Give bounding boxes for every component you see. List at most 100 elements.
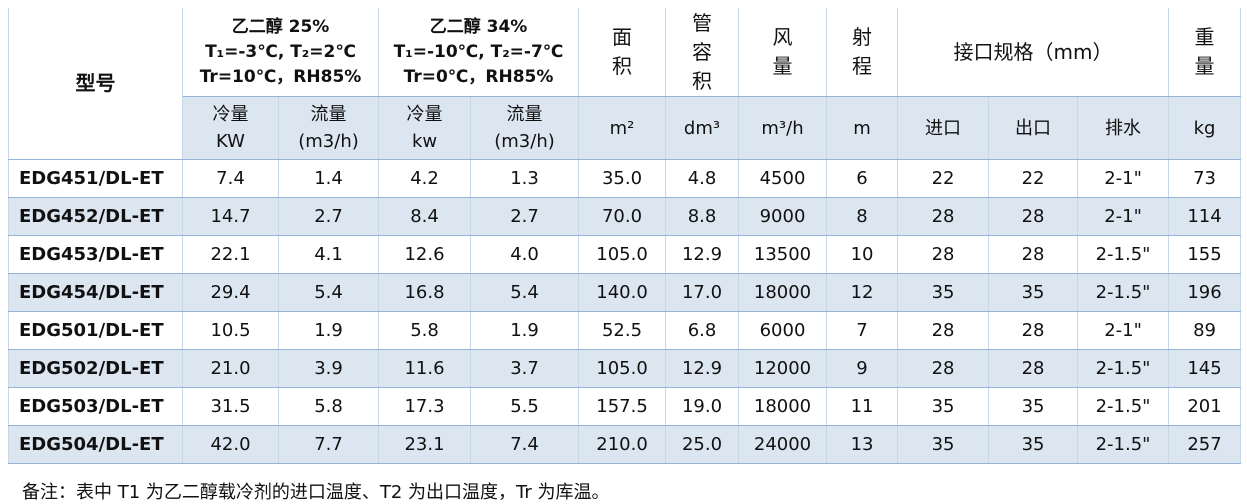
unit-cell: 排水 <box>1077 96 1170 160</box>
cell: 73 <box>1168 159 1242 198</box>
unit-cell: kg <box>1168 96 1242 160</box>
cell: 6000 <box>738 311 828 350</box>
cell: 105.0 <box>578 349 667 388</box>
cell: 2-1.5" <box>1077 349 1170 388</box>
cell: EDG501/DL-ET <box>8 311 183 350</box>
cell: 23.1 <box>378 425 472 464</box>
cell: 89 <box>1168 311 1242 350</box>
data-row: EDG453/DL-ET 22.1 4.1 12.6 4.0 105.0 12.9 13500… <box>8 235 1242 274</box>
cell: 7.4 <box>470 425 580 464</box>
cell: 6.8 <box>665 311 740 350</box>
cell: 12.9 <box>665 235 740 274</box>
cell: 8.8 <box>665 197 740 236</box>
cell: 52.5 <box>578 311 667 350</box>
unit-line: kw <box>411 131 438 152</box>
unit-line: 流量 <box>310 104 347 125</box>
cell: 12.6 <box>378 235 472 274</box>
cell: 35 <box>897 387 990 426</box>
cell: 22.1 <box>182 235 279 274</box>
header-cell: 乙二醇 25% T₁=-3℃, T₂=2℃ Tr=10℃，RH85% <box>181 8 380 97</box>
cell: 2-1.5" <box>1077 387 1170 426</box>
cell: 13500 <box>738 235 828 274</box>
data-row: EDG452/DL-ET 14.7 2.7 8.4 2.7 70.0 8.8 9000 8 28 2… <box>8 197 1242 236</box>
cell: 3.7 <box>470 349 580 388</box>
cell: 5.4 <box>470 273 580 312</box>
data-row: EDG454/DL-ET 29.4 5.4 16.8 5.4 140.0 17.0 18000… <box>8 273 1242 312</box>
cell: 42.0 <box>182 425 279 464</box>
unit-row: 冷量 KW 流量 (m3/h) 冷量 kw 流量 (m3/h) m² dm³ m³/h m 进口 出口 排水… <box>9 96 1242 160</box>
header-text: 管容积 <box>692 10 713 93</box>
unit-line: (m3/h) <box>494 131 555 152</box>
cell: 114 <box>1168 197 1242 236</box>
cell: 2.7 <box>470 197 580 236</box>
cell: 4.8 <box>665 159 740 198</box>
unit-line: 出口 <box>1015 117 1052 139</box>
data-row: EDG502/DL-ET 21.0 3.9 11.6 3.7 105.0 12.9 12000… <box>8 349 1242 388</box>
unit-line: m³/h <box>761 117 804 139</box>
unit-line: (m3/h) <box>298 131 359 152</box>
unit-line: 流量 <box>506 104 543 125</box>
cell: 17.3 <box>378 387 472 426</box>
cell: 1.9 <box>277 311 380 350</box>
cell: 1.9 <box>470 311 580 350</box>
cell: 13 <box>826 425 899 464</box>
unit-cell: m² <box>578 96 667 160</box>
unit-cell: 出口 <box>988 96 1079 160</box>
cell: 9 <box>826 349 899 388</box>
cell: 10.5 <box>182 311 279 350</box>
header-cell: 射程 <box>826 8 899 97</box>
header-line: Tr=10℃，RH85% <box>199 66 362 87</box>
header-text: 面积 <box>612 25 633 78</box>
header-line: T₁=-10℃, T₂=-7℃ <box>393 41 564 62</box>
cell: 28 <box>988 197 1079 236</box>
cell: 6 <box>826 159 899 198</box>
unit-line: m² <box>609 117 635 139</box>
cell: 28 <box>897 235 990 274</box>
cell: 1.3 <box>470 159 580 198</box>
unit-cell: 冷量 KW <box>182 96 279 160</box>
header-line: 乙二醇 25% <box>231 16 330 37</box>
header-line: Tr=0℃，RH85% <box>403 66 554 87</box>
cell: 5.5 <box>470 387 580 426</box>
cell: 8.4 <box>378 197 472 236</box>
unit-line: 冷量 <box>406 104 443 125</box>
cell: 2.7 <box>277 197 380 236</box>
unit-line: 冷量 <box>212 104 249 125</box>
cell: 10 <box>826 235 899 274</box>
unit-cell: dm³ <box>665 96 740 160</box>
header-cell: 面积 <box>578 8 667 97</box>
cell: 210.0 <box>578 425 667 464</box>
cell: 28 <box>897 311 990 350</box>
cell: 35.0 <box>578 159 667 198</box>
data-row: EDG503/DL-ET 31.5 5.8 17.3 5.5 157.5 19.0 18000… <box>8 387 1242 426</box>
cell: 2-1.5" <box>1077 425 1170 464</box>
cell: 22 <box>988 159 1079 198</box>
spec-table: 型号 乙二醇 25% T₁=-3℃, T₂=2℃ Tr=10℃，RH85% 乙二醇 34… <box>8 8 1242 464</box>
cell: 2-1" <box>1077 159 1170 198</box>
cell: 157.5 <box>578 387 667 426</box>
cell: 31.5 <box>182 387 279 426</box>
cell: 28 <box>988 349 1079 388</box>
cell: EDG454/DL-ET <box>8 273 183 312</box>
cell: 4.2 <box>378 159 472 198</box>
cell: 2-1.5" <box>1077 273 1170 312</box>
unit-cell: m <box>826 96 899 160</box>
header-text: 射程 <box>852 25 873 78</box>
cell: 11.6 <box>378 349 472 388</box>
cell: 21.0 <box>182 349 279 388</box>
cell: EDG453/DL-ET <box>8 235 183 274</box>
unit-line: 排水 <box>1105 117 1142 139</box>
cell: 5.8 <box>277 387 380 426</box>
cell: 4.1 <box>277 235 380 274</box>
unit-cell: 流量 (m3/h) <box>277 96 380 160</box>
cell: 28 <box>897 349 990 388</box>
cell: 24000 <box>738 425 828 464</box>
cell: 140.0 <box>578 273 667 312</box>
unit-line: 进口 <box>925 117 962 139</box>
header-row: 型号 乙二醇 25% T₁=-3℃, T₂=2℃ Tr=10℃，RH85% 乙二醇 34… <box>8 8 1242 160</box>
note: 备注：表中 T1 为乙二醇载冷剂的进口温度、T2 为出口温度，Tr 为库温。 <box>22 482 610 503</box>
cell: 18000 <box>738 273 828 312</box>
unit-line: m <box>853 117 871 139</box>
header-cell: 风量 <box>738 8 828 97</box>
